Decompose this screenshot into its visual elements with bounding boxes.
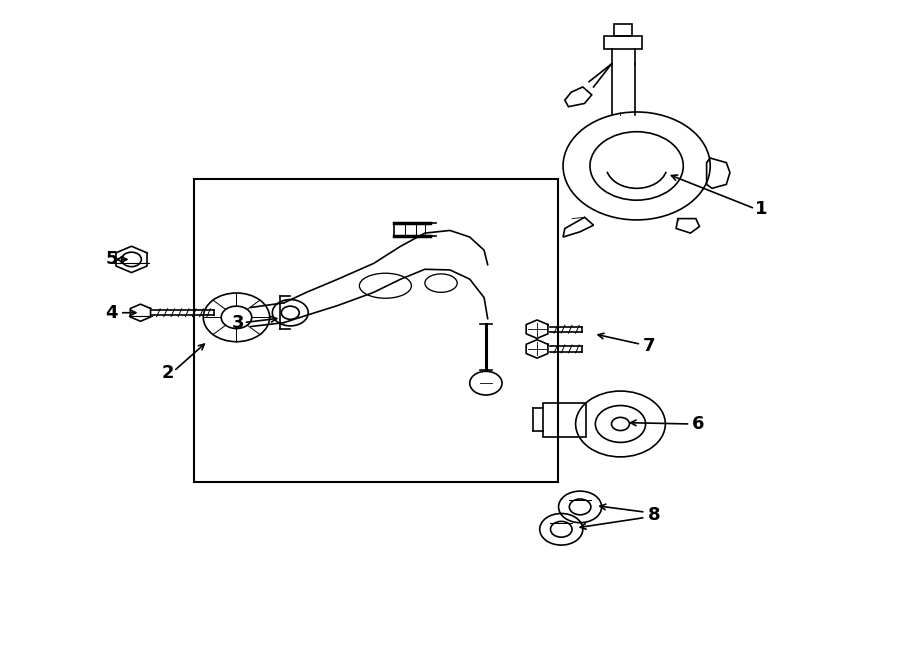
Text: 8: 8 [647,506,660,524]
Text: 5: 5 [105,251,118,268]
Text: 2: 2 [161,364,174,382]
Text: 7: 7 [643,336,655,355]
Bar [544,403,587,437]
Text: 3: 3 [232,313,245,332]
Bar [194,179,558,482]
Text: 1: 1 [755,200,768,217]
Text: 4: 4 [105,303,118,322]
Text: 6: 6 [692,415,705,433]
